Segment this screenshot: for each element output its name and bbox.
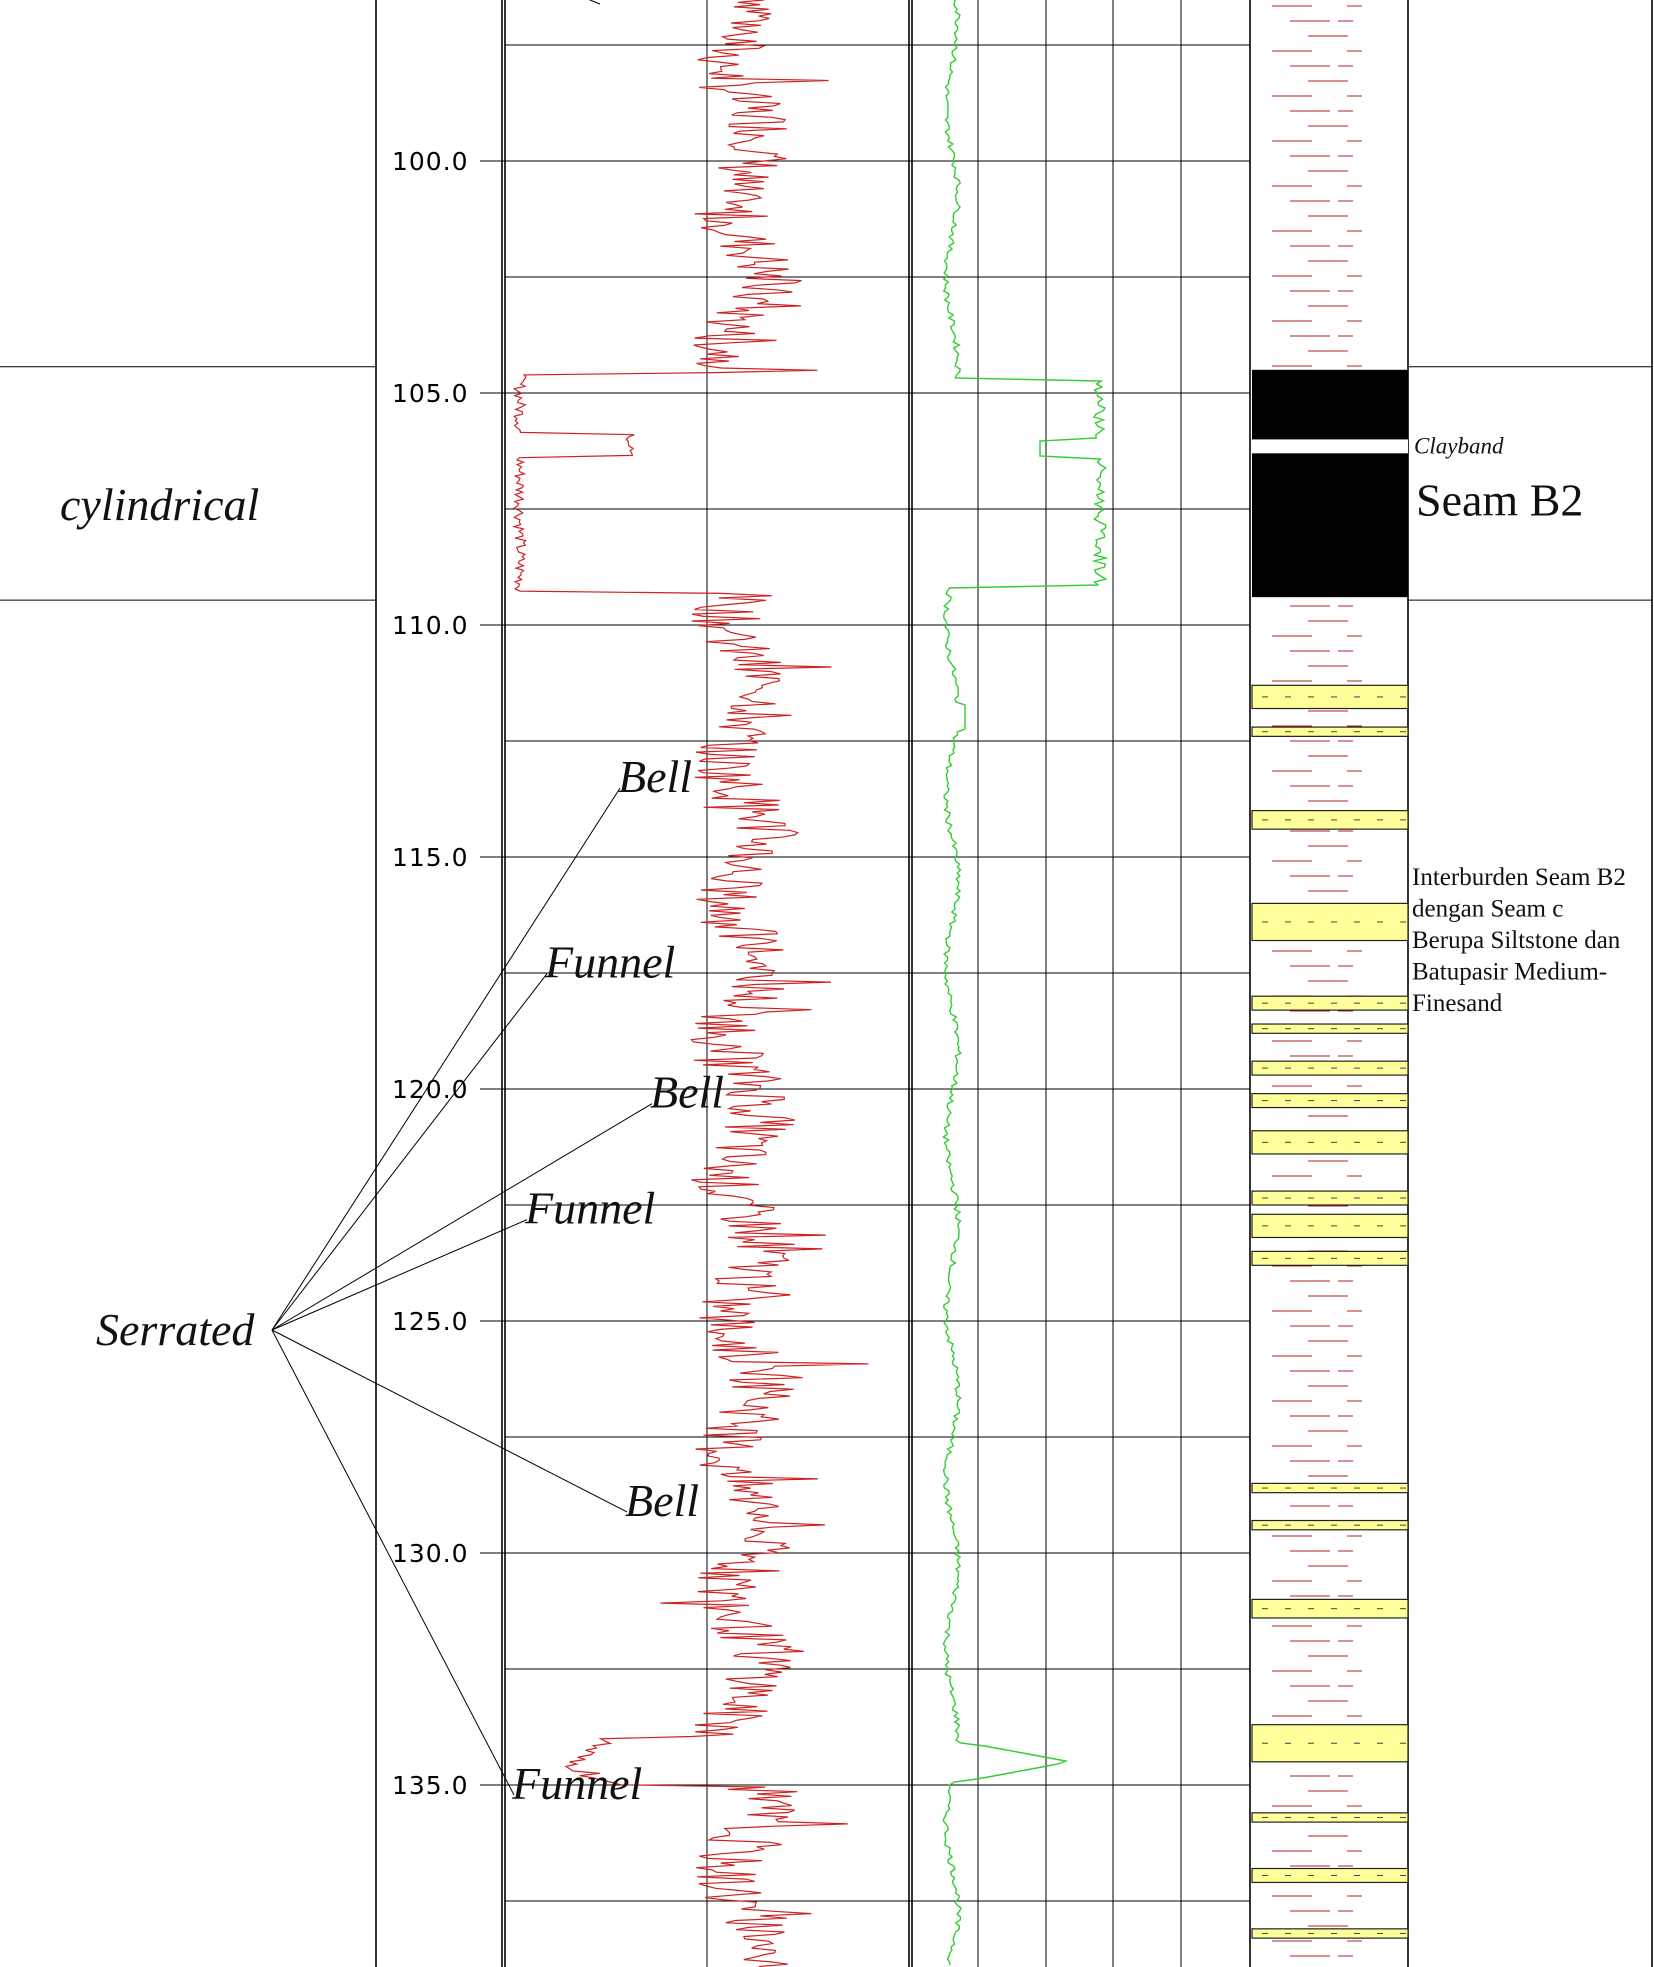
annotation-leader: [271, 1329, 515, 1796]
interburden-description: Interburden Seam B2 dengan Seam c Berupa S…: [1412, 864, 1626, 1017]
coal-seam-fill: [1252, 369, 1408, 598]
depth-label: 135.0: [392, 1771, 469, 1800]
interburden-line: Interburden Seam B2: [1412, 864, 1626, 891]
annotation-leader: [271, 1103, 653, 1331]
sandstone-bed: [1251, 1724, 1409, 1763]
coal-zone-shape-label: cylindrical: [60, 479, 259, 530]
annotation-leader-lines: [271, 0, 653, 1796]
depth-label: 105.0: [392, 379, 469, 408]
annotation-leader: [271, 1329, 628, 1513]
log-track-grid: [706, 0, 1182, 1967]
sandstone-bed: [1251, 1598, 1409, 1619]
annotation-leader: [588, 0, 601, 5]
annotation-leader: [271, 787, 621, 1331]
lithology-column: [1251, 5, 1409, 1957]
sandstone-bed: [1251, 1023, 1409, 1034]
horizontal-depth-grid: [505, 44, 1250, 1902]
clayband-fill: [1252, 439, 1408, 454]
sandstone-bed: [1251, 902, 1409, 942]
interburden-line: dengan Seam c: [1412, 895, 1563, 922]
curve-shape-annotation: Funnel: [511, 1758, 642, 1809]
depth-label: 115.0: [392, 843, 469, 872]
column-frame: [375, 0, 1653, 1967]
sandstone-bed: [1251, 1928, 1409, 1939]
clayband-label: Clayband: [1414, 433, 1504, 458]
annotation-leader: [271, 1219, 528, 1331]
gamma-ray-curve: [512, 0, 869, 1967]
annotation-leader: [271, 973, 548, 1331]
sandstone-bed: [1251, 995, 1409, 1011]
interburden-line: Berupa Siltstone dan: [1412, 927, 1621, 954]
depth-label: 110.0: [392, 611, 469, 640]
sandstone-bed: [1251, 1213, 1409, 1239]
sandstone-bed: [1251, 1060, 1409, 1076]
curve-shape-annotation: Bell: [618, 751, 692, 802]
curve-shape-annotation: Funnel: [524, 1183, 655, 1234]
sandstone-bed: [1251, 1130, 1409, 1155]
interburden-line: Finesand: [1412, 990, 1503, 1017]
density-curve: [941, 0, 1109, 1966]
depth-label: 125.0: [392, 1307, 469, 1336]
seam-name-label: Seam B2: [1416, 475, 1583, 526]
serrated-shape-label: Serrated: [96, 1304, 255, 1355]
depth-labels: 100.0 105.0 110.0 115.0 120.0 125.0 130.0 135.0: [392, 147, 505, 1800]
sandstone-bed: [1251, 1190, 1409, 1206]
curve-shape-annotation: Bell: [650, 1067, 724, 1118]
sandstone-bed: [1251, 1812, 1409, 1823]
sandstone-bed: [1251, 1093, 1409, 1109]
sandstone-bed: [1251, 726, 1409, 737]
depth-label: 100.0: [392, 147, 469, 176]
zone-separators: [0, 366, 1652, 601]
sandstone-bed: [1251, 809, 1409, 830]
depth-label: 120.0: [392, 1075, 469, 1104]
sandstone-bed: [1251, 1250, 1409, 1266]
curve-shape-annotation: Bell: [625, 1475, 699, 1526]
interburden-line: Batupasir Medium-: [1412, 958, 1607, 985]
sandstone-bed: [1251, 684, 1409, 710]
sandstone-bed: [1251, 1482, 1409, 1494]
depth-label: 130.0: [392, 1539, 469, 1568]
curve-shape-annotations: BellBellFunnelBellFunnelBellFunnel: [511, 751, 724, 1809]
sandstone-bed: [1251, 1519, 1409, 1531]
curve-shape-annotation: Funnel: [544, 937, 675, 988]
sandstone-bed: [1251, 1867, 1409, 1884]
